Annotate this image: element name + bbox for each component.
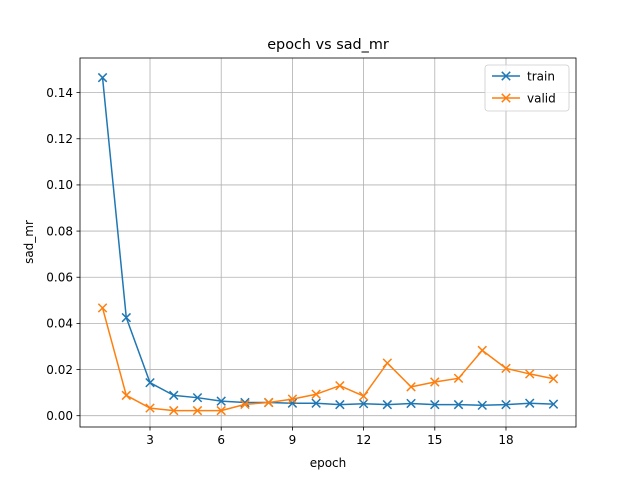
data-point-train — [169, 390, 179, 401]
plot-area-frame — [79, 57, 577, 428]
chart-title: epoch vs sad_mr — [267, 37, 389, 53]
y-tick-label: 0.08 — [46, 224, 73, 238]
y-tick-label: 0.10 — [46, 178, 73, 192]
y-tick-label: 0.00 — [46, 409, 73, 423]
data-point-train — [501, 399, 511, 410]
data-point-valid — [192, 405, 203, 416]
x-tick-label: 6 — [217, 433, 225, 447]
y-tick-label: 0.06 — [46, 271, 73, 285]
series-line-train — [101, 77, 554, 407]
data-point-valid — [169, 405, 179, 416]
data-point-valid — [216, 405, 226, 416]
data-point-valid — [121, 390, 132, 401]
legend-item-train: train — [492, 70, 555, 84]
legend-marker-valid — [501, 93, 511, 103]
data-point-valid — [524, 369, 535, 379]
data-point-train — [453, 399, 464, 410]
data-point-valid — [240, 399, 250, 410]
data-point-valid — [263, 397, 274, 408]
data-point-valid — [311, 389, 321, 399]
data-point-valid — [453, 373, 464, 384]
data-point-valid — [145, 403, 155, 413]
data-point-train — [524, 398, 535, 408]
data-point-train — [406, 398, 416, 409]
data-point-valid — [382, 358, 393, 368]
x-tick-label: 12 — [356, 433, 371, 447]
data-point-train — [358, 398, 369, 409]
data-point-valid — [287, 394, 298, 404]
data-point-valid — [335, 380, 345, 391]
legend-item-valid: valid — [492, 92, 556, 106]
data-point-valid — [406, 382, 416, 392]
x-axis-ticks: 3 6 9 12 15 18 — [146, 427, 514, 447]
data-point-valid — [358, 391, 369, 401]
y-tick-label: 0.02 — [46, 363, 73, 377]
legend: train valid — [484, 64, 570, 112]
series-line-valid — [101, 307, 554, 412]
data-point-train — [382, 399, 393, 410]
data-point-train — [97, 72, 108, 83]
y-tick-label: 0.14 — [46, 86, 73, 100]
y-tick-label: 0.12 — [46, 132, 73, 146]
x-axis-label: epoch — [310, 456, 347, 470]
y-tick-label: 0.04 — [46, 317, 73, 331]
series-valid — [97, 303, 559, 416]
legend-label-valid: valid — [527, 92, 556, 106]
series-layer — [97, 72, 559, 416]
grid — [80, 58, 576, 427]
x-tick-label: 15 — [427, 433, 442, 447]
series-train — [97, 72, 559, 411]
legend-marker-train — [501, 71, 511, 81]
data-point-valid — [548, 374, 559, 384]
data-point-train — [287, 398, 298, 408]
y-axis-ticks: 0.00 0.02 0.04 0.06 0.08 0.10 0.12 0.14 — [46, 86, 80, 423]
data-point-valid — [430, 377, 440, 387]
data-point-train — [548, 399, 559, 409]
data-point-train — [145, 377, 155, 388]
data-point-train — [335, 399, 345, 410]
x-tick-label: 3 — [146, 433, 154, 447]
data-point-train — [311, 398, 321, 408]
data-point-valid — [97, 303, 108, 313]
x-tick-label: 18 — [498, 433, 513, 447]
data-point-valid — [501, 363, 511, 374]
data-point-train — [430, 399, 440, 410]
data-point-train — [216, 396, 226, 406]
y-axis-label: sad_mr — [22, 220, 36, 264]
data-point-train — [192, 392, 203, 403]
x-tick-label: 9 — [289, 433, 297, 447]
data-point-valid — [477, 345, 487, 356]
legend-label-train: train — [527, 70, 555, 84]
data-point-train — [121, 312, 132, 323]
data-point-train — [477, 400, 487, 411]
